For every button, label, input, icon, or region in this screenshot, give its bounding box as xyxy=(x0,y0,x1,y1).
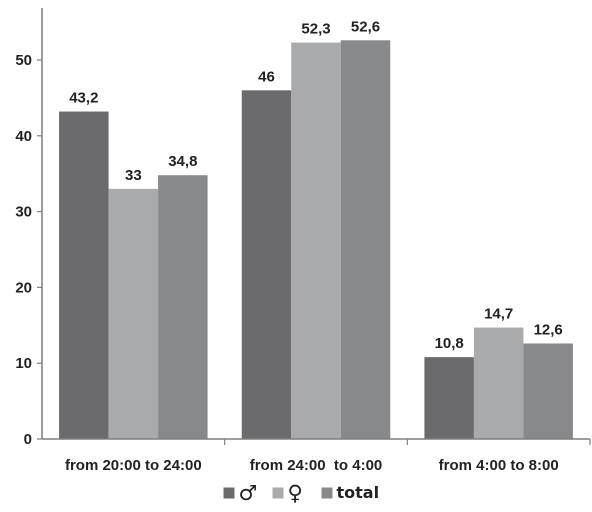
x-category-label: from 24:00 to 4:00 xyxy=(250,457,383,474)
data-labels: 43,2 33 34,8 46 52,3 52,6 10,8 14,7 12,6 xyxy=(69,18,563,352)
y-tick-label: 40 xyxy=(15,128,32,145)
y-tick-label: 10 xyxy=(15,355,32,372)
legend: ♂ ♀ total xyxy=(223,481,380,505)
legend-label: ♀ xyxy=(288,481,303,505)
legend-label: total xyxy=(337,483,380,502)
y-axis: 0 10 20 30 40 50 xyxy=(15,8,43,448)
bars xyxy=(59,40,573,440)
y-tick-label: 50 xyxy=(15,52,32,69)
bar-female-1 xyxy=(108,188,159,439)
y-tick-label: 20 xyxy=(15,279,32,296)
bar-total-2 xyxy=(340,40,391,440)
bar-total-1 xyxy=(158,175,208,439)
data-label: 12,6 xyxy=(534,321,563,338)
legend-swatch xyxy=(321,487,333,499)
data-label: 34,8 xyxy=(168,153,197,170)
data-label: 52,6 xyxy=(351,18,380,35)
x-category-label: from 20:00 to 24:00 xyxy=(65,457,202,474)
legend-swatch xyxy=(223,487,235,499)
bar-female-2 xyxy=(291,42,341,439)
data-label: 33 xyxy=(125,167,142,184)
data-label: 52,3 xyxy=(301,21,330,38)
y-tick-label: 0 xyxy=(24,431,32,448)
legend-label: ♂ xyxy=(239,481,258,505)
bar-male-2 xyxy=(241,90,292,439)
bar-male-1 xyxy=(59,111,109,439)
data-label: 46 xyxy=(258,68,275,85)
data-label: 14,7 xyxy=(484,306,513,323)
y-tick-label: 30 xyxy=(15,204,32,221)
data-label: 43,2 xyxy=(69,90,98,107)
x-category-label: from 4:00 to 8:00 xyxy=(439,457,559,474)
legend-swatch xyxy=(272,487,284,499)
bar-male-3 xyxy=(424,357,474,439)
bar-total-3 xyxy=(523,343,573,439)
bar-female-3 xyxy=(473,327,524,439)
data-label: 10,8 xyxy=(435,335,464,352)
x-axis: from 20:00 to 24:00 from 24:00 to 4:00 fro… xyxy=(42,438,591,474)
